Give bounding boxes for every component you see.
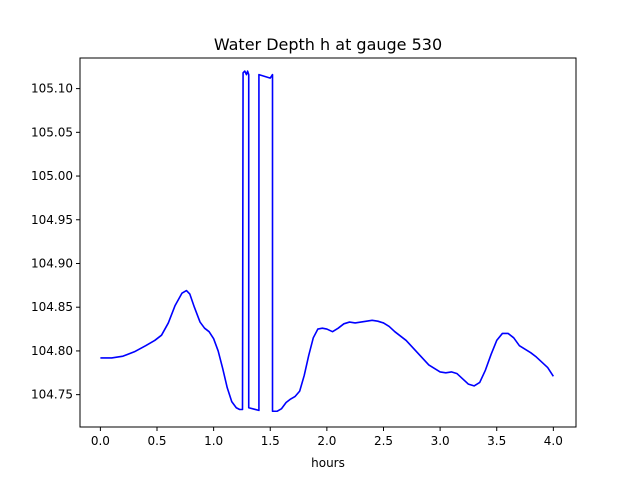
- x-tick-label: 1.5: [261, 434, 280, 448]
- y-tick-label: 104.90: [31, 256, 73, 270]
- x-tick-label: 0.0: [91, 434, 110, 448]
- x-tick-label: 3.0: [431, 434, 450, 448]
- x-tick-label: 1.0: [204, 434, 223, 448]
- x-axis-label: hours: [311, 456, 345, 470]
- x-tick-label: 2.0: [317, 434, 336, 448]
- y-axis-ticks: 104.75 104.80 104.85 104.90 104.95 105.00 105.…: [31, 82, 80, 402]
- x-axis-ticks: 0.0 0.5 1.0 1.5 2.0 2.5 3.0 3.5 4.0: [91, 427, 563, 448]
- series-layer: [100, 70, 555, 413]
- y-tick-label: 104.80: [31, 344, 73, 358]
- y-tick-label: 104.95: [31, 213, 73, 227]
- x-tick-label: 0.5: [147, 434, 166, 448]
- plot-area-frame: [79, 57, 577, 428]
- y-tick-label: 105.05: [31, 125, 73, 139]
- x-tick-label: 4.0: [544, 434, 563, 448]
- y-tick-label: 105.00: [31, 169, 73, 183]
- y-tick-label: 104.85: [31, 300, 73, 314]
- x-tick-label: 2.5: [374, 434, 393, 448]
- chart-title: Water Depth h at gauge 530: [214, 35, 442, 54]
- y-tick-label: 104.75: [31, 388, 73, 402]
- series-line: [100, 70, 555, 413]
- y-tick-label: 105.10: [31, 82, 73, 96]
- x-tick-label: 3.5: [487, 434, 506, 448]
